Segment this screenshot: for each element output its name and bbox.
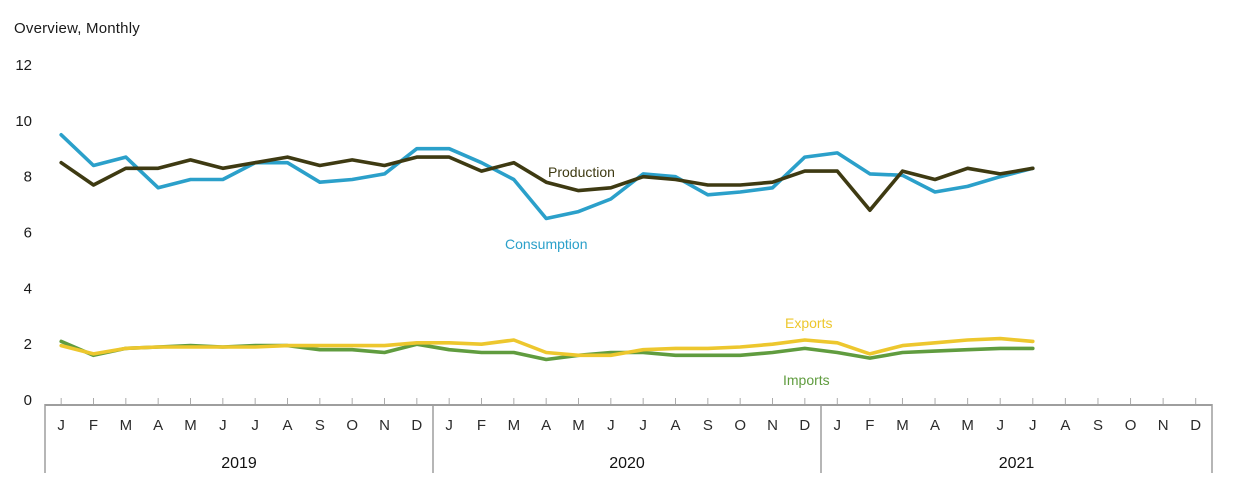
y-axis-tick-label: 2 — [24, 336, 32, 353]
series-line-exports — [59, 336, 1035, 358]
month-label: J — [1029, 417, 1037, 434]
month-label: J — [607, 417, 615, 434]
series-label-consumption: Consumption — [505, 236, 588, 252]
month-label: A — [1060, 417, 1070, 434]
series-label-imports: Imports — [783, 372, 830, 388]
series-line-production — [59, 155, 1035, 212]
month-label: A — [930, 417, 940, 434]
month-label: M — [896, 417, 909, 434]
y-axis-tick-label: 12 — [15, 57, 32, 74]
month-label: F — [477, 417, 486, 434]
y-axis-tick-label: 4 — [24, 280, 32, 297]
month-label: N — [767, 417, 778, 434]
month-label: N — [379, 417, 390, 434]
series-label-production: Production — [548, 164, 615, 180]
month-label: O — [734, 417, 746, 434]
series-label-exports: Exports — [785, 315, 832, 331]
month-label: M — [120, 417, 133, 434]
month-label: O — [1125, 417, 1137, 434]
month-label: J — [834, 417, 842, 434]
month-label: M — [508, 417, 521, 434]
month-label: F — [89, 417, 98, 434]
y-axis-tick-label: 8 — [24, 169, 32, 186]
month-label: A — [670, 417, 680, 434]
month-label: M — [184, 417, 197, 434]
month-label: F — [865, 417, 874, 434]
month-label: A — [282, 417, 292, 434]
month-label: M — [572, 417, 585, 434]
month-label: A — [153, 417, 163, 434]
year-label: 2021 — [999, 455, 1035, 472]
month-label: A — [541, 417, 551, 434]
month-label: O — [346, 417, 358, 434]
month-label: J — [219, 417, 227, 434]
month-label: J — [445, 417, 453, 434]
month-label: D — [1190, 417, 1201, 434]
year-label: 2020 — [609, 455, 645, 472]
month-label: S — [315, 417, 325, 434]
month-label: N — [1158, 417, 1169, 434]
month-label: S — [1093, 417, 1103, 434]
y-axis-tick-label: 6 — [24, 224, 32, 241]
month-label: S — [703, 417, 713, 434]
month-label: J — [639, 417, 647, 434]
series-line-consumption — [59, 133, 1035, 221]
month-label: D — [799, 417, 810, 434]
y-axis-tick-label: 10 — [15, 113, 32, 130]
month-label: M — [961, 417, 974, 434]
month-label: J — [996, 417, 1004, 434]
month-label: J — [251, 417, 259, 434]
year-label: 2019 — [221, 455, 257, 472]
page-title: Overview, Monthly — [14, 20, 140, 37]
y-axis-tick-label: 0 — [24, 392, 32, 409]
month-label: D — [411, 417, 422, 434]
month-label: J — [57, 417, 65, 434]
